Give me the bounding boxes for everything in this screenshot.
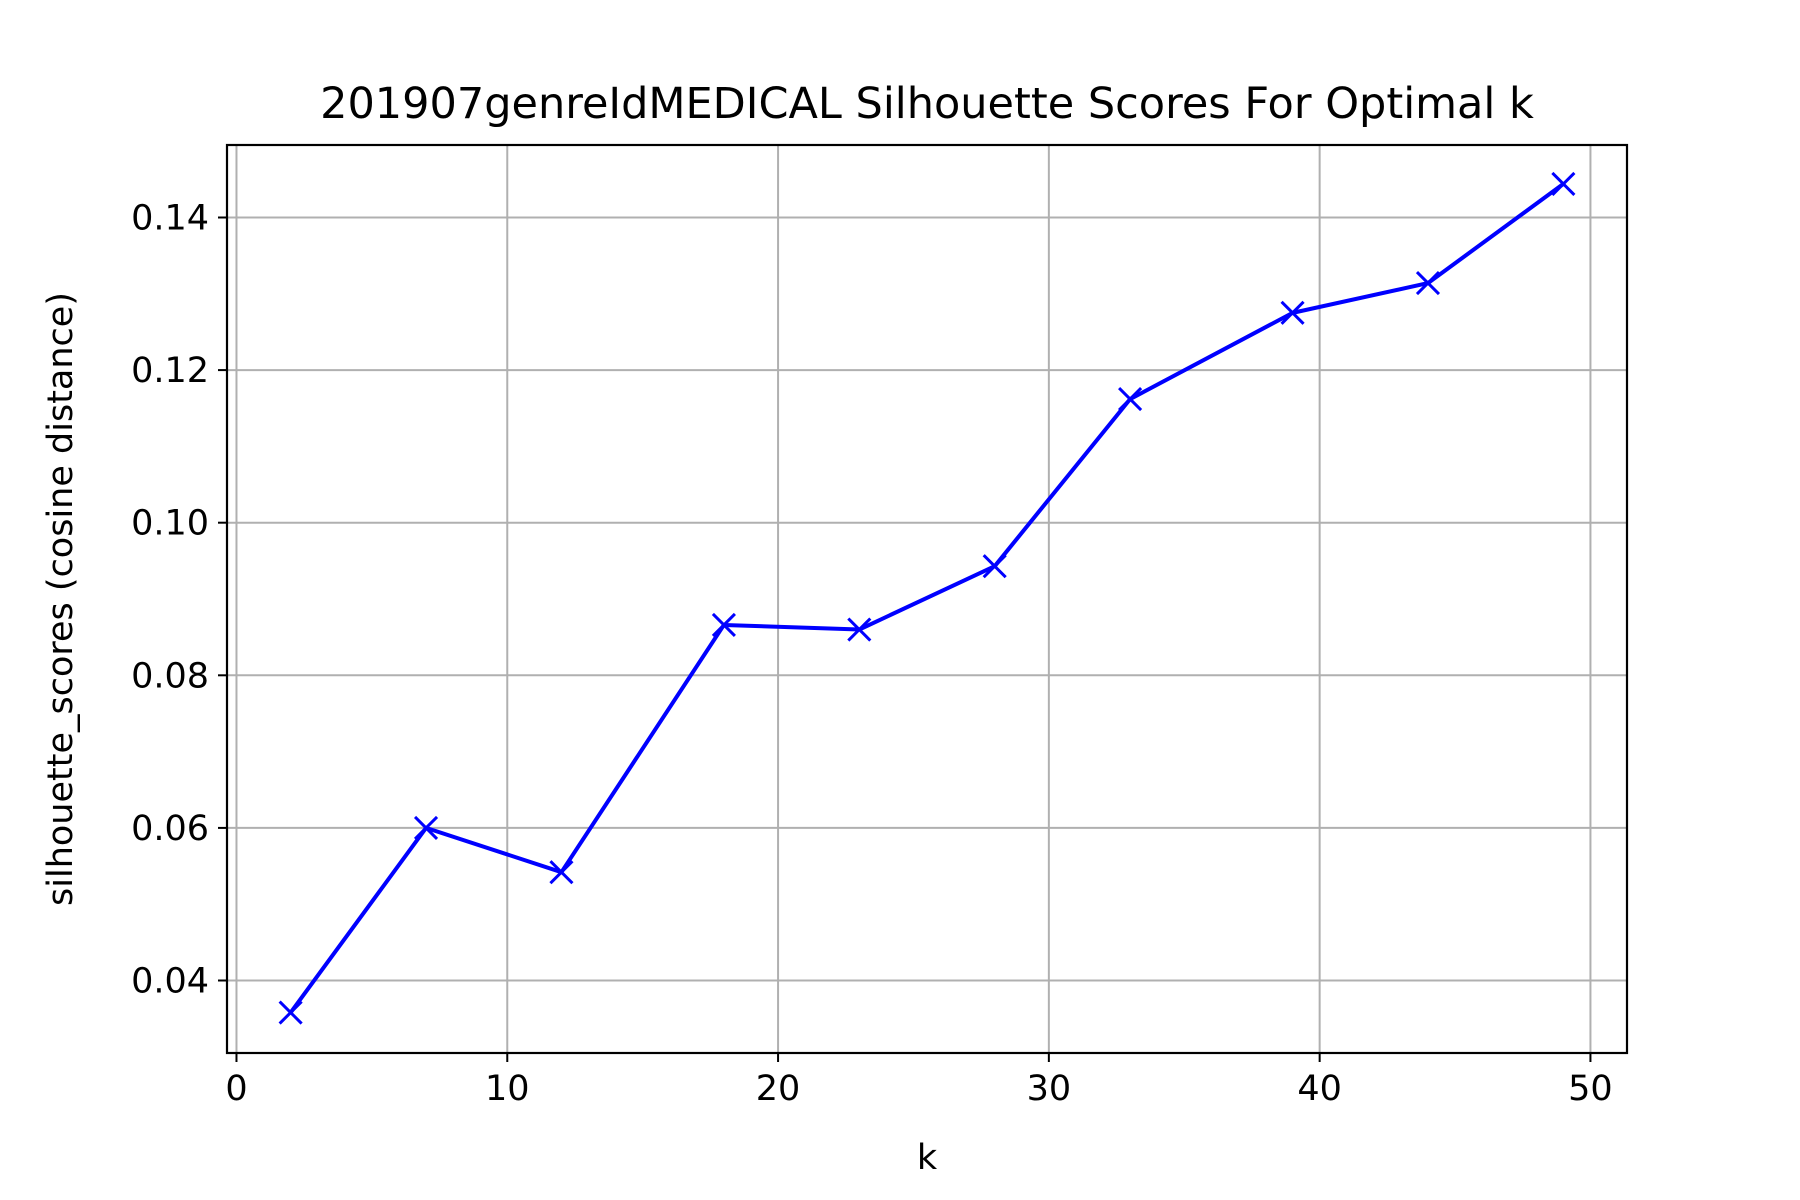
y-tick-label: 0.12 [131, 351, 209, 391]
data-point-marker [278, 1000, 303, 1025]
series-layer [278, 171, 1576, 1025]
data-point-marker [1280, 300, 1305, 325]
grid [227, 145, 1627, 1053]
data-point-marker [549, 860, 574, 885]
plot-frame [225, 143, 1629, 1055]
data-point-marker [982, 554, 1007, 579]
x-axis-label: k [917, 1138, 938, 1178]
data-point-marker [847, 617, 872, 642]
ticks: 0 10 20 30 40 50 0.04 0.06 0.08 0.10 0.12 0.14 [131, 198, 1613, 1109]
data-point-marker [1118, 387, 1143, 412]
y-tick-label: 0.04 [131, 962, 209, 1002]
x-tick-label: 0 [225, 1069, 247, 1109]
x-tick-label: 20 [756, 1069, 801, 1109]
y-axis-label: silhouette_scores (cosine distance) [41, 292, 81, 906]
y-tick-label: 0.06 [131, 809, 209, 849]
series-line [289, 182, 1565, 1014]
x-tick-label: 40 [1297, 1069, 1342, 1109]
x-tick-label: 10 [485, 1069, 530, 1109]
data-point-marker [1551, 171, 1576, 196]
y-tick-label: 0.08 [131, 656, 209, 696]
chart-title: 201907genreIdMEDICAL Silhouette Scores F… [320, 79, 1534, 129]
data-point-marker [1415, 271, 1441, 296]
data-point-marker [711, 612, 736, 638]
data-point-marker [413, 815, 439, 840]
x-tick-label: 30 [1027, 1069, 1072, 1109]
y-tick-label: 0.10 [131, 504, 209, 544]
x-tick-label: 50 [1568, 1069, 1613, 1109]
y-tick-label: 0.14 [131, 198, 209, 238]
